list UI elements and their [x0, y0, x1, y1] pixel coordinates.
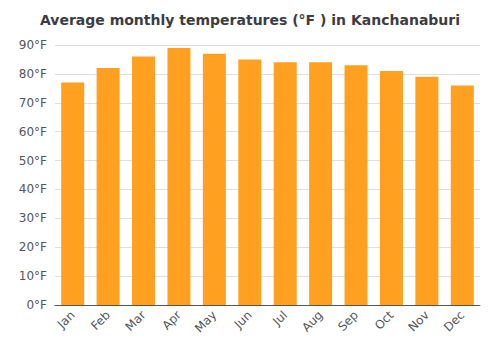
- svg-text:Jul: Jul: [269, 308, 290, 329]
- svg-text:Feb: Feb: [88, 308, 113, 333]
- svg-text:10°F: 10°F: [19, 269, 47, 283]
- svg-text:Apr: Apr: [159, 308, 184, 333]
- svg-text:70°F: 70°F: [19, 96, 47, 110]
- svg-text:Nov: Nov: [405, 308, 431, 334]
- svg-text:50°F: 50°F: [19, 154, 47, 168]
- svg-text:0°F: 0°F: [26, 298, 47, 312]
- svg-text:May: May: [192, 308, 219, 335]
- svg-text:Mar: Mar: [123, 308, 149, 334]
- svg-text:90°F: 90°F: [19, 38, 47, 52]
- svg-text:Dec: Dec: [441, 308, 467, 334]
- svg-text:Average monthly temperatures (: Average monthly temperatures (°F ) in Ka…: [40, 12, 460, 28]
- svg-text:Aug: Aug: [299, 308, 325, 334]
- svg-text:30°F: 30°F: [19, 211, 47, 225]
- svg-text:80°F: 80°F: [19, 67, 47, 81]
- svg-text:40°F: 40°F: [19, 182, 47, 196]
- svg-text:Oct: Oct: [372, 308, 397, 333]
- svg-text:20°F: 20°F: [19, 240, 47, 254]
- svg-text:Jun: Jun: [231, 308, 255, 332]
- svg-text:Jan: Jan: [54, 308, 78, 332]
- svg-text:60°F: 60°F: [19, 125, 47, 139]
- svg-text:Sep: Sep: [335, 308, 361, 334]
